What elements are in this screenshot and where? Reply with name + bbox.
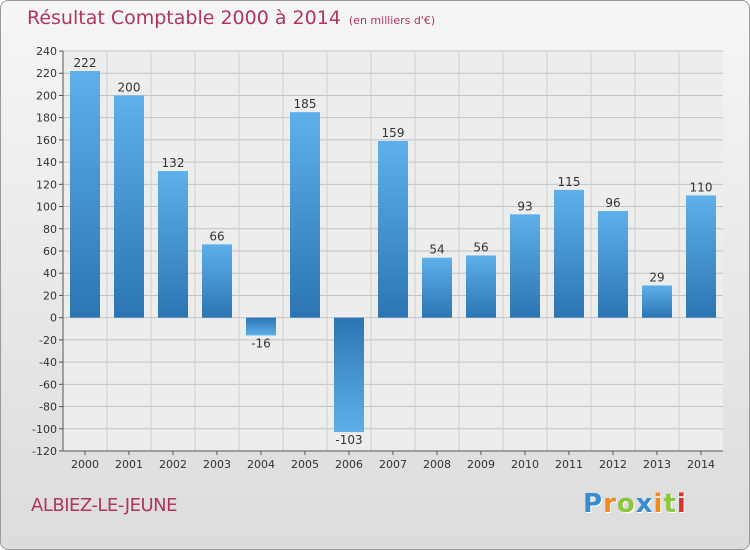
x-tick-label: 2010: [511, 458, 539, 471]
y-tick-label: -60: [39, 378, 57, 391]
bar-2013: [642, 285, 672, 318]
data-label: 159: [382, 126, 405, 140]
x-tick-label: 2004: [247, 458, 275, 471]
bar-2005: [290, 112, 320, 318]
y-tick-label: -40: [39, 356, 57, 369]
y-tick-label: 80: [43, 223, 57, 236]
x-tick-label: 2000: [71, 458, 99, 471]
y-tick-label: 220: [36, 67, 57, 80]
y-tick-label: 100: [36, 201, 57, 214]
axes: 240220200180160140120100806040200-20-40-…: [32, 45, 723, 471]
bar-2004: [246, 317, 276, 336]
x-tick-label: 2009: [467, 458, 495, 471]
y-tick-label: 180: [36, 112, 57, 125]
x-tick-label: 2007: [379, 458, 407, 471]
bar-2011: [554, 189, 584, 318]
bar-2008: [422, 257, 452, 318]
y-tick-label: 240: [36, 45, 57, 58]
data-label: -103: [335, 433, 362, 447]
bar-2003: [202, 244, 232, 318]
data-label: -16: [251, 336, 271, 350]
logo-letter: t: [663, 489, 677, 519]
y-tick-label: 40: [43, 267, 57, 280]
logo-letter: o: [616, 489, 636, 519]
x-tick-label: 2006: [335, 458, 363, 471]
data-label: 222: [74, 56, 97, 70]
data-label: 132: [162, 156, 185, 170]
x-tick-label: 2001: [115, 458, 143, 471]
y-tick-label: -100: [32, 423, 57, 436]
bar-2009: [466, 255, 496, 318]
data-label: 66: [209, 229, 224, 243]
data-label: 56: [473, 240, 488, 254]
data-label: 93: [517, 199, 532, 213]
y-tick-label: 120: [36, 178, 57, 191]
bar-2002: [158, 171, 188, 318]
data-labels: 222 200 132 66 -16 185 -103 159 54 56 93 115 96 29 110: [74, 56, 713, 447]
data-label: 200: [118, 80, 141, 94]
logo-letter: r: [603, 489, 617, 519]
y-tick-label: 160: [36, 134, 57, 147]
x-tick-label: 2002: [159, 458, 187, 471]
logo-letter: x: [635, 489, 654, 519]
town-name: ALBIEZ-LE-JEUNE: [31, 495, 177, 516]
logo-letter: i: [653, 489, 664, 519]
x-tick-label: 2014: [687, 458, 715, 471]
x-tick-label: 2008: [423, 458, 451, 471]
x-tick-label: 2011: [555, 458, 583, 471]
data-label: 110: [690, 180, 713, 194]
data-label: 185: [294, 97, 317, 111]
data-label: 115: [558, 175, 581, 189]
bar-2014: [686, 195, 716, 318]
data-label: 54: [429, 243, 444, 257]
bar-2001: [114, 95, 144, 318]
bar-2000: [70, 71, 100, 318]
logo-letter: P: [583, 489, 604, 519]
data-label: 29: [649, 270, 664, 284]
y-tick-label: -120: [32, 445, 57, 458]
unit-note: (en milliers d'€): [348, 14, 436, 27]
y-tick-label: 20: [43, 289, 57, 302]
y-tick-label: 200: [36, 89, 57, 102]
chart-title: Résultat Comptable 2000 à 2014 (en millie…: [27, 7, 435, 29]
y-tick-label: 60: [43, 245, 57, 258]
bar-2007: [378, 141, 408, 318]
bar-2010: [510, 214, 540, 318]
x-tick-label: 2003: [203, 458, 231, 471]
title-text: Résultat Comptable 2000 à 2014: [27, 7, 341, 29]
y-tick-label: 140: [36, 156, 57, 169]
bars-group: [70, 71, 716, 433]
bar-2012: [598, 211, 628, 318]
x-tick-label: 2013: [643, 458, 671, 471]
logo-letter: i: [676, 489, 687, 519]
proxiti-logo: Proxiti: [583, 489, 687, 519]
bar-2006: [334, 317, 364, 433]
data-label: 96: [605, 196, 620, 210]
x-tick-label: 2005: [291, 458, 319, 471]
y-tick-label: -80: [39, 401, 57, 414]
y-tick-label: -20: [39, 334, 57, 347]
x-tick-label: 2012: [599, 458, 627, 471]
y-tick-label: 0: [50, 312, 57, 325]
